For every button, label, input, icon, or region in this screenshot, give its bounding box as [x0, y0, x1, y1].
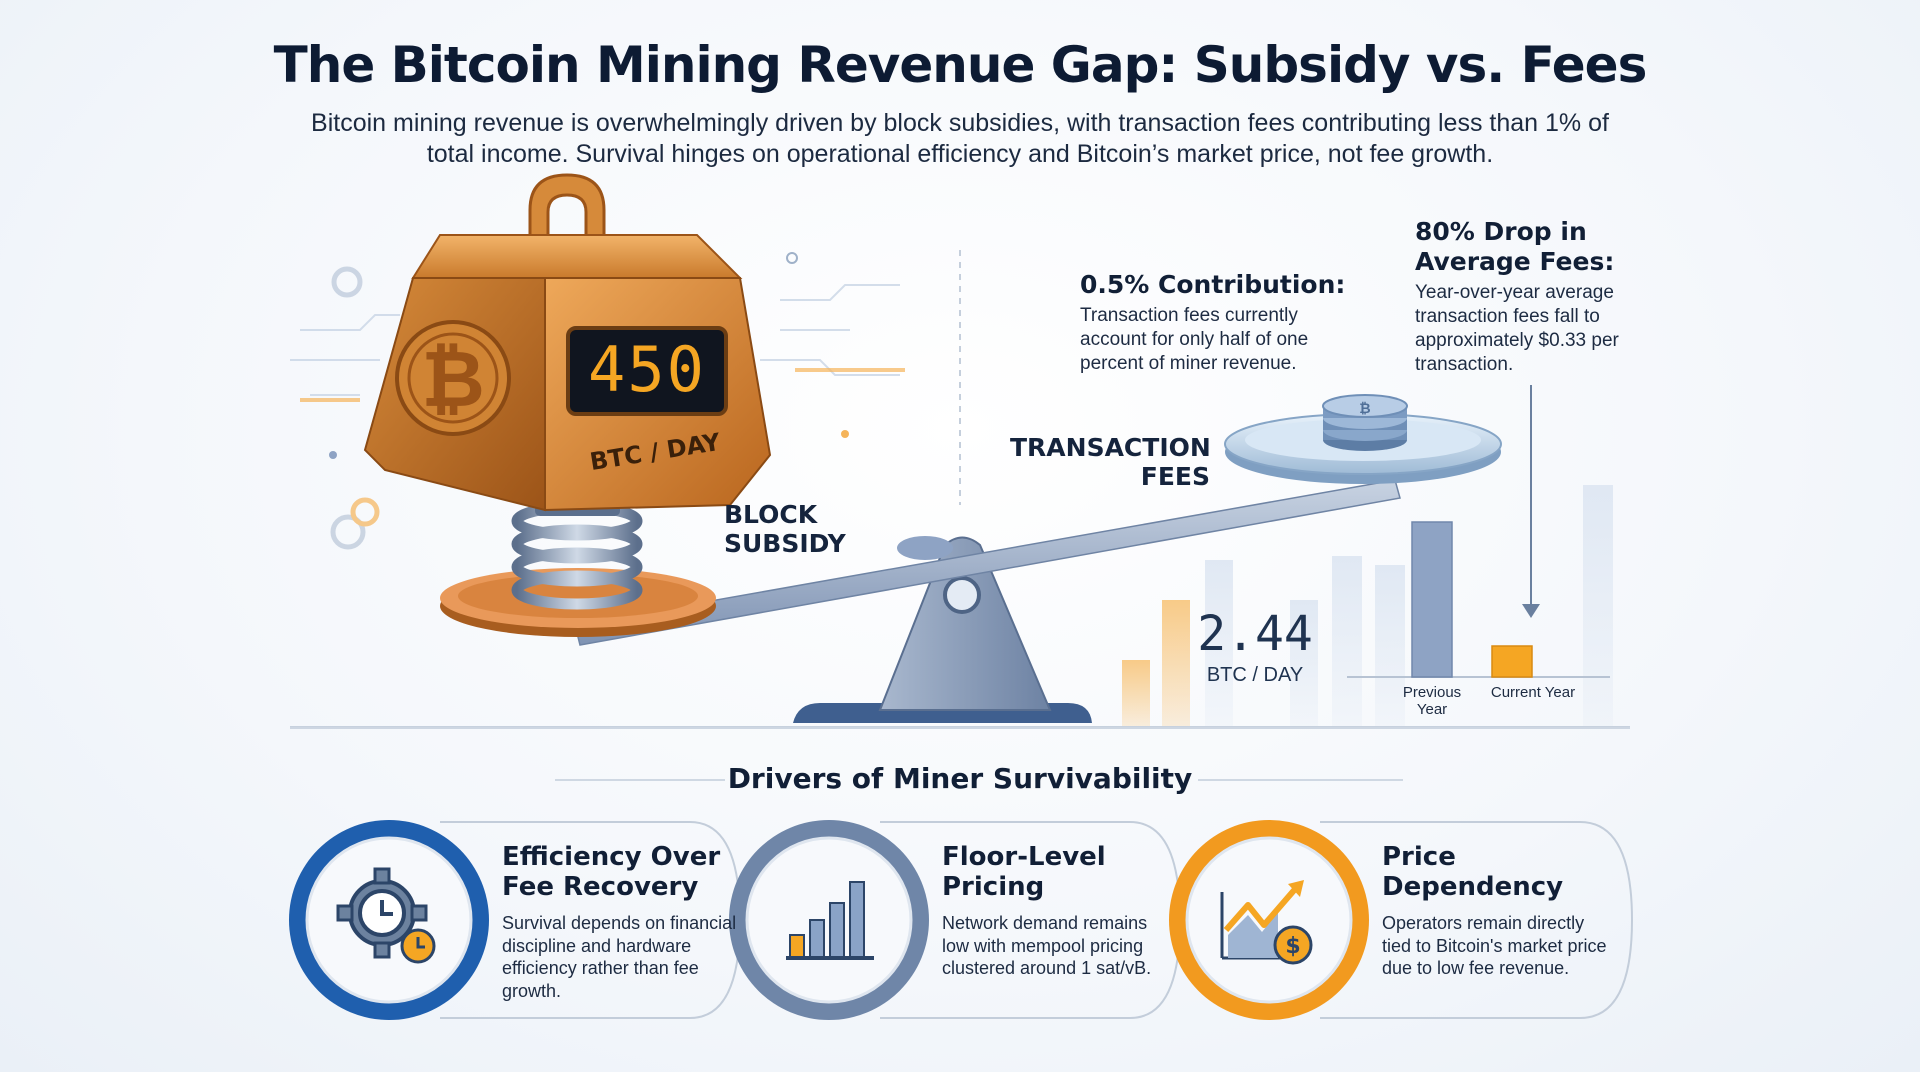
- page-title: The Bitcoin Mining Revenue Gap: Subsidy …: [273, 36, 1648, 94]
- coin-stack: ₿: [1322, 394, 1408, 451]
- gear-clock-icon: [336, 867, 436, 964]
- drivers-heading: Drivers of Miner Survivability: [727, 762, 1193, 795]
- decor-rings: [330, 266, 380, 550]
- contribution-heading: 0.5% Contribution:: [1080, 270, 1346, 299]
- tick-label-previous-year: Previous Year: [1402, 684, 1462, 718]
- driver-body: Operators remain directly tied to Bitcoi…: [1382, 913, 1607, 978]
- transaction-fees-label: TRANSACTION FEES: [1010, 433, 1211, 491]
- driver-card-price-dependency: Price Dependency Operators remain direct…: [1382, 842, 1618, 980]
- fee-bar-current-year: [1491, 645, 1533, 678]
- drivers-divider-left: [555, 779, 725, 781]
- block-subsidy-label: BLOCK SUBSIDY: [724, 500, 846, 558]
- tick-label-current-year: Current Year: [1490, 684, 1576, 701]
- svg-text:₿: ₿: [1359, 401, 1370, 417]
- fee-drop-body: Year-over-year average transaction fees …: [1415, 282, 1619, 375]
- fee-drop-note: 80% Drop in Average Fees: Year-over-year…: [1415, 217, 1640, 377]
- driver-card-floor-pricing: Floor-Level Pricing Network demand remai…: [942, 842, 1178, 980]
- driver-title: Efficiency Over Fee Recovery: [502, 842, 721, 902]
- background-bars: [1122, 485, 1613, 726]
- drivers-divider-right: [1198, 779, 1403, 781]
- driver-body: Network demand remains low with mempool …: [942, 913, 1152, 978]
- svg-text:₿: ₿: [421, 335, 485, 425]
- fee-unit-label: BTC / DAY: [1206, 664, 1304, 686]
- fee-bar-previous-year: [1411, 521, 1453, 678]
- bar-chart-icon: [786, 881, 874, 960]
- svg-text:$: $: [1285, 934, 1300, 959]
- driver-title: Price Dependency: [1382, 842, 1564, 902]
- contribution-note: 0.5% Contribution: Transaction fees curr…: [1080, 270, 1350, 376]
- decor-dashes: [300, 368, 905, 402]
- driver-card-efficiency: Efficiency Over Fee Recovery Survival de…: [502, 842, 738, 1002]
- weight-display-value: 450: [588, 333, 706, 406]
- price-chart-dollar-icon: $: [1220, 880, 1313, 965]
- driver-title: Floor-Level Pricing: [942, 842, 1106, 902]
- contribution-body: Transaction fees currently account for o…: [1080, 305, 1309, 374]
- fee-drop-heading: 80% Drop in Average Fees:: [1415, 217, 1615, 276]
- circuit-decoration: [290, 284, 900, 396]
- fee-bar-chart: [1411, 521, 1533, 678]
- page-subtitle: Bitcoin mining revenue is overwhelmingly…: [311, 109, 1609, 168]
- bitcoin-weight: ₿: [363, 173, 772, 512]
- fee-display-value: 2.44: [1197, 606, 1313, 662]
- driver-body: Survival depends on financial discipline…: [502, 913, 737, 1001]
